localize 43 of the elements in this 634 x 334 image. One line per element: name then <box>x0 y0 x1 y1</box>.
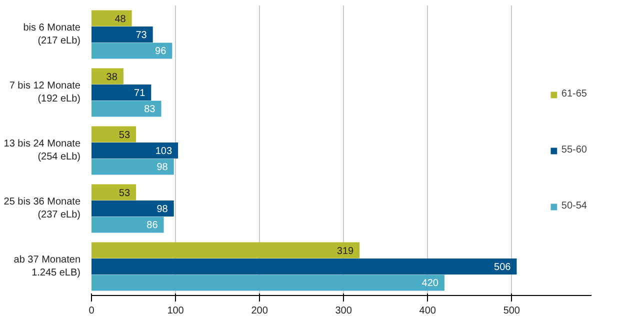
bar <box>92 100 162 117</box>
data-label: 103 <box>155 146 172 157</box>
legend-label: 61-65 <box>561 88 587 100</box>
bar <box>92 10 132 26</box>
y-tick-label: 25 bis 36 Monate (237 eLb) <box>4 196 81 221</box>
bar <box>92 84 152 100</box>
bar <box>92 158 174 175</box>
bar <box>92 200 174 216</box>
data-label: 506 <box>494 262 512 273</box>
y-tick-label: ab 37 Monaten 1.245 eLB) <box>14 254 81 279</box>
legend-label: 50-54 <box>561 200 587 212</box>
data-label: 83 <box>144 104 156 116</box>
bar <box>92 184 136 200</box>
data-label: 96 <box>155 46 167 58</box>
bar <box>92 258 517 274</box>
bar <box>92 274 444 291</box>
data-label: 53 <box>118 188 130 199</box>
x-tick-label: 100 <box>167 306 184 316</box>
bar <box>92 142 178 158</box>
y-tick-label: bis 6 Monate (217 eLb) <box>23 22 81 47</box>
data-label: 71 <box>134 88 146 99</box>
data-label: 98 <box>156 204 168 215</box>
data-label: 48 <box>114 14 126 25</box>
data-label: 86 <box>146 220 158 232</box>
x-tick-label: 0 <box>88 306 95 316</box>
legend-label: 55-60 <box>561 144 587 156</box>
bar <box>92 26 153 42</box>
data-label: 53 <box>118 130 130 141</box>
data-label: 98 <box>156 162 168 174</box>
bar <box>92 126 136 142</box>
bar <box>92 242 360 258</box>
data-label: 319 <box>336 246 354 257</box>
x-tick-label: 300 <box>335 306 352 316</box>
bar <box>92 216 164 233</box>
data-label: 73 <box>136 30 148 41</box>
x-tick-label: 200 <box>251 306 268 316</box>
x-tick-label: 400 <box>419 306 436 316</box>
data-label: 420 <box>422 278 439 290</box>
bar <box>92 42 172 59</box>
y-tick-label: 13 bis 24 Monate (254 eLb) <box>4 138 81 163</box>
data-label: 38 <box>106 72 118 83</box>
y-tick-label: 7 bis 12 Monate (192 eLb) <box>9 80 81 105</box>
x-tick-label: 500 <box>503 306 520 316</box>
